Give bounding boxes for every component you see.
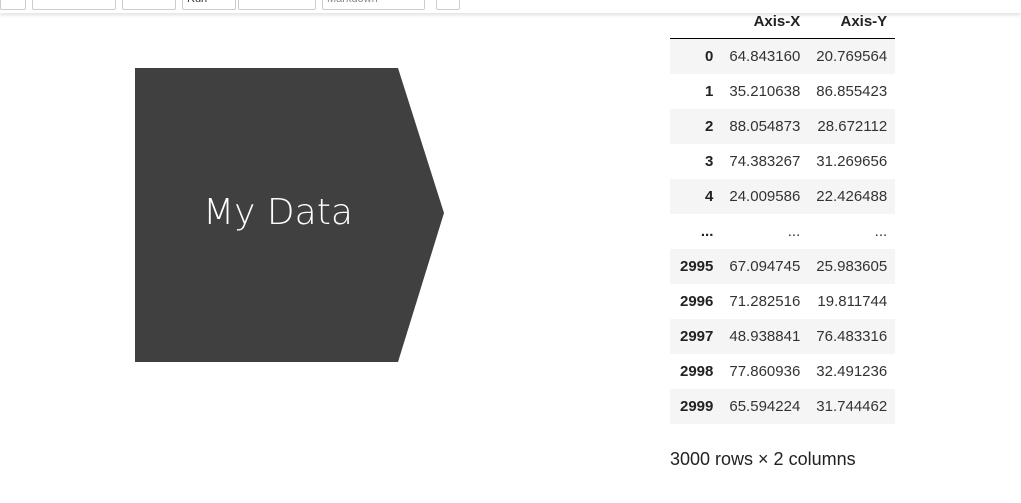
button[interactable] <box>436 0 460 10</box>
header-row: Axis-X Axis-Y <box>670 4 896 39</box>
shape-canvas: My Data <box>135 68 444 362</box>
table-cell: 64.843160 <box>729 48 801 65</box>
table-cell: 25.983605 <box>816 258 888 275</box>
button-group[interactable] <box>122 0 176 10</box>
shape-info: 3000 rows × 2 columns <box>670 449 856 469</box>
table-row: 2999 65.594224 31.744462 <box>670 389 896 424</box>
row-index: 2997 <box>680 328 714 345</box>
cell-type-select[interactable]: Markdown <box>322 0 425 10</box>
row-index: 2996 <box>680 293 714 310</box>
dataframe: Axis-X Axis-Y 0 64.843160 20.769564 1 35.2106… <box>670 4 896 424</box>
column-header: Axis-Y <box>808 4 896 39</box>
row-index: 1 <box>705 83 714 100</box>
table-cell: 24.009586 <box>729 188 801 205</box>
table-cell: 28.672112 <box>817 118 888 135</box>
pentagon-shape <box>135 68 444 362</box>
column-header: Axis-X <box>721 4 809 39</box>
table-cell: 77.860936 <box>729 363 801 380</box>
table-cell: 35.210638 <box>729 83 801 100</box>
table-cell: 88.054873 <box>729 118 801 135</box>
table-row: 0 64.843160 20.769564 <box>670 38 896 74</box>
table-row: 2 88.054873 28.672112 <box>670 109 896 144</box>
row-index: ... <box>700 223 714 240</box>
table-row: 2997 48.938841 76.483316 <box>670 319 896 354</box>
table-cell: 74.383267 <box>729 153 801 170</box>
run-button[interactable]: Run <box>182 0 236 10</box>
table-cell: ... <box>787 223 801 240</box>
toolbar: Run Markdown <box>0 0 1021 13</box>
table-cell: 65.594224 <box>729 398 801 415</box>
table-cell: 76.483316 <box>816 328 888 345</box>
row-index: 3 <box>705 153 714 170</box>
table-row: 2996 71.282516 19.811744 <box>670 284 895 319</box>
index-header <box>670 4 722 39</box>
table-cell: 31.744462 <box>816 398 888 415</box>
shape-label: My Data <box>203 192 353 233</box>
table-row: 2995 67.094745 25.983605 <box>670 249 896 284</box>
table-cell: 19.811744 <box>817 293 888 310</box>
table-row: ......... <box>670 214 895 249</box>
button[interactable] <box>0 0 26 10</box>
row-index: 2995 <box>680 258 714 275</box>
table-body: 0 64.843160 20.769564 1 35.210638 86.855423 2 8… <box>670 38 896 424</box>
row-index: 2999 <box>680 398 714 415</box>
table-cell: 20.769564 <box>816 48 888 65</box>
row-index: 4 <box>705 188 714 205</box>
table-row: 1 35.210638 86.855423 <box>670 74 895 109</box>
table-cell: 67.094745 <box>729 258 801 275</box>
table-cell: 86.855423 <box>816 83 888 100</box>
table-cell: ... <box>874 223 888 240</box>
button-group[interactable] <box>238 0 316 10</box>
table-cell: 31.269656 <box>816 153 888 170</box>
row-index: 2998 <box>680 363 714 380</box>
row-index: 2 <box>705 118 714 135</box>
table-row: 4 24.009586 22.426488 <box>670 179 896 214</box>
table-row: 3 74.383267 31.269656 <box>670 144 895 179</box>
table-cell: 22.426488 <box>816 188 888 205</box>
row-index: 0 <box>705 48 714 65</box>
table-cell: 48.938841 <box>729 328 801 345</box>
table-row: 2998 77.860936 32.491236 <box>670 354 895 389</box>
table-cell: 32.491236 <box>816 363 888 380</box>
table-cell: 71.282516 <box>729 293 801 310</box>
button-group[interactable] <box>32 0 116 10</box>
